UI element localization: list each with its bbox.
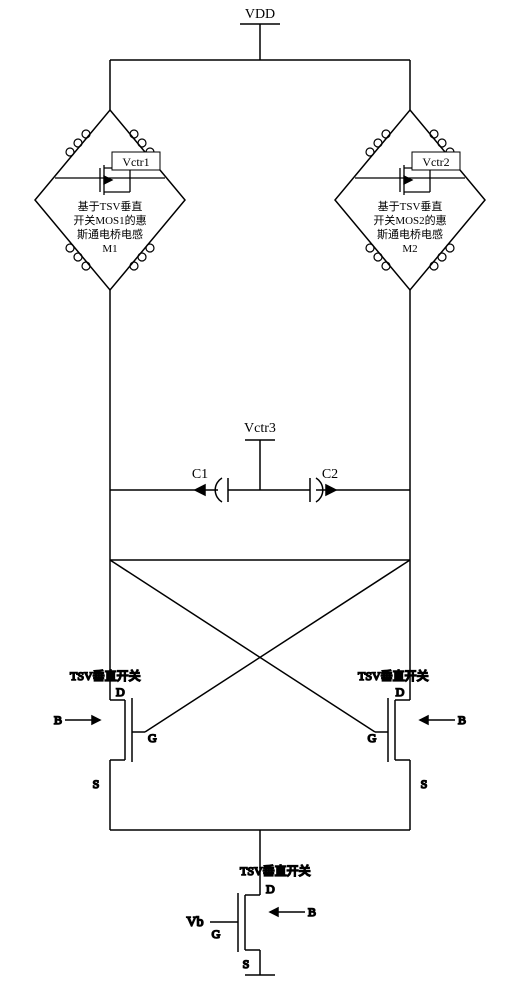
m2-text4: M2: [402, 243, 417, 255]
c2-label: C2: [322, 467, 338, 482]
m2-text1: 基于TSV垂直: [378, 199, 443, 213]
tsv-switch-left: TSV垂直开关 D G B S: [54, 669, 157, 830]
b-label-t: B: [308, 905, 316, 919]
tsv-switch-label-right: TSV垂直开关: [358, 669, 429, 683]
g-label: G: [148, 731, 157, 745]
vdd-label: VDD: [245, 7, 275, 22]
vb-label: Vb: [186, 915, 203, 930]
b-label: B: [54, 713, 62, 727]
vctr1-label: Vctr1: [122, 155, 149, 169]
m1-text4: M1: [102, 243, 117, 255]
m2-text2: 开关MOS2的惠: [373, 213, 446, 227]
c1-label: C1: [192, 467, 208, 482]
d-label: D: [116, 685, 125, 699]
g-label-t: G: [212, 927, 221, 941]
wheatstone-block-m1: Vctr1 基于TSV垂直 开关MOS1的惠 斯通电桥电感 M1: [35, 110, 185, 290]
tsv-switch-tail: TSV垂直开关 D G Vb B S: [186, 864, 316, 975]
d-label-t: D: [266, 882, 275, 896]
vctr3-label: Vctr3: [244, 421, 276, 436]
circuit-diagram: VDD: [0, 0, 517, 1000]
m2-text3: 斯通电桥电感: [377, 228, 443, 241]
g-label-r: G: [368, 731, 377, 745]
s-label-r: S: [421, 777, 428, 791]
b-label-r: B: [458, 713, 466, 727]
d-label-r: D: [396, 685, 405, 699]
m1-text2: 开关MOS1的惠: [73, 213, 146, 227]
m1-text1: 基于TSV垂直: [78, 199, 143, 213]
tsv-switch-right: TSV垂直开关 D G B S: [358, 669, 466, 830]
wire: [110, 560, 375, 732]
wheatstone-block-m2: Vctr2 基于TSV垂直 开关MOS2的惠 斯通电桥电感 M2: [335, 110, 485, 290]
tsv-switch-label-left: TSV垂直开关: [70, 669, 141, 683]
tsv-switch-label-tail: TSV垂直开关: [240, 864, 311, 878]
m1-text3: 斯通电桥电感: [77, 228, 143, 241]
s-label: S: [93, 777, 100, 791]
vctr2-label: Vctr2: [422, 155, 449, 169]
wire: [145, 560, 410, 732]
s-label-t: S: [243, 957, 250, 971]
